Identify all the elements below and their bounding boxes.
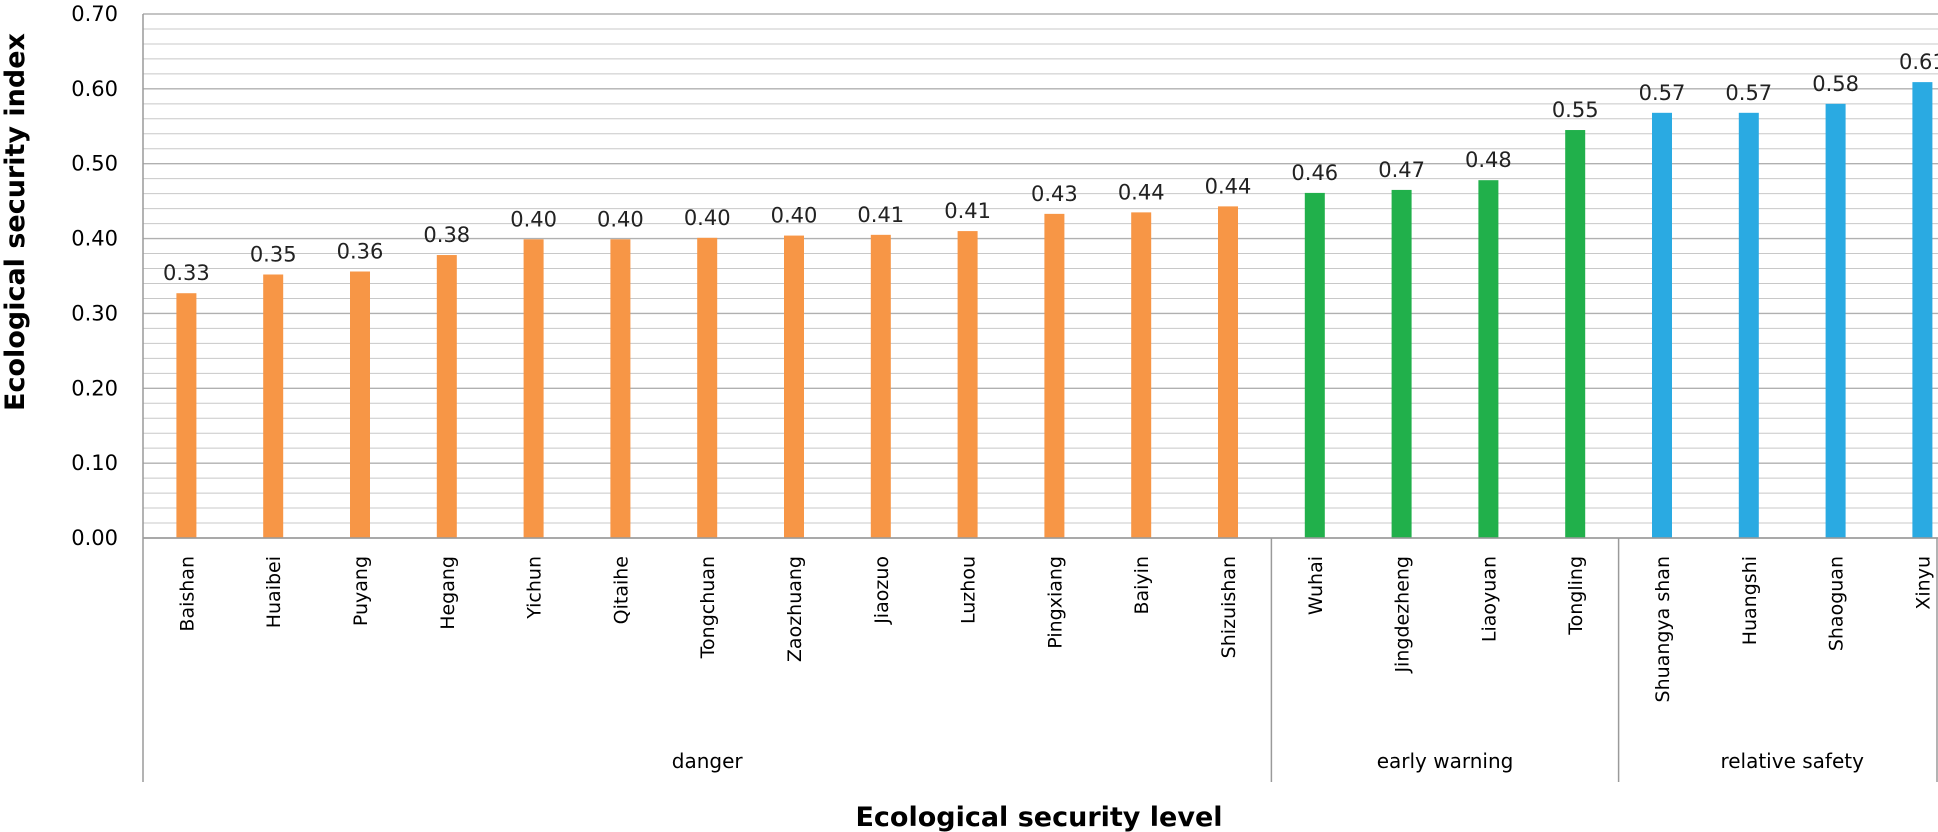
data-label: 0.40 — [597, 207, 644, 231]
category-label: Shizuishan — [1218, 556, 1240, 658]
y-tick-label: 0.00 — [71, 526, 118, 550]
category-label: Shaoguan — [1826, 556, 1848, 651]
category-label: Pingxiang — [1044, 556, 1066, 649]
y-axis: 0.00 0.10 0.20 0.30 0.40 0.50 0.60 0.70 — [71, 2, 144, 550]
category-label: Shuangya shan — [1652, 556, 1674, 702]
data-label: 0.43 — [1031, 182, 1078, 206]
bar-hegang — [436, 255, 457, 539]
category-label: Wuhai — [1305, 556, 1327, 615]
y-tick-label: 0.60 — [71, 77, 118, 101]
category-label: Huaibei — [263, 556, 285, 628]
data-label: 0.57 — [1725, 81, 1772, 105]
category-label: Hegang — [437, 556, 459, 630]
y-tick-label: 0.40 — [71, 227, 118, 251]
x-axis-title: Ecological security level — [855, 802, 1222, 832]
bar-jingdezheng — [1391, 189, 1412, 538]
bar-zaozhuang — [784, 235, 804, 538]
bar-shaoguan — [1825, 103, 1846, 538]
bar-tongling — [1565, 130, 1586, 538]
data-label: 0.33 — [163, 261, 210, 285]
bar-luzhou — [957, 231, 978, 539]
y-tick-label: 0.70 — [71, 2, 118, 26]
data-label: 0.47 — [1378, 158, 1425, 182]
category-label: Baiyin — [1131, 556, 1153, 615]
bar-tongchuan — [697, 237, 718, 538]
y-tick-label: 0.20 — [71, 376, 118, 400]
y-axis-title: Ecological security index — [0, 33, 31, 411]
category-label: Jingdezheng — [1392, 556, 1414, 674]
category-label: Tongling — [1565, 556, 1587, 636]
group-label: relative safety — [1720, 749, 1864, 773]
category-label: Puyang — [350, 556, 372, 626]
data-label: 0.46 — [1291, 161, 1338, 185]
y-tick-label: 0.10 — [71, 451, 118, 475]
bar-huangshi — [1738, 112, 1759, 538]
data-label: 0.44 — [1118, 180, 1165, 204]
category-label: Liaoyuan — [1478, 556, 1500, 642]
bar-yichun — [523, 239, 544, 538]
group-label: danger — [672, 749, 744, 773]
data-label: 0.36 — [337, 240, 384, 264]
bar-huaibei — [263, 274, 284, 538]
data-label: 0.44 — [1205, 174, 1252, 198]
y-tick-label: 0.30 — [71, 301, 118, 325]
data-label: 0.35 — [250, 243, 297, 267]
bar-puyang — [350, 271, 370, 538]
category-label: Zaozhuang — [784, 556, 806, 662]
data-label: 0.48 — [1465, 148, 1512, 172]
category-label: Jiaozuo — [871, 556, 893, 625]
bar-qitaihe — [610, 239, 631, 538]
category-label: Tongchuan — [697, 556, 719, 659]
data-label: 0.41 — [944, 199, 991, 223]
bar-baishan — [176, 293, 197, 538]
category-label: Baishan — [176, 556, 198, 632]
bar-xinyu — [1912, 82, 1933, 539]
data-label: 0.55 — [1552, 98, 1599, 122]
category-label: Luzhou — [958, 556, 980, 624]
category-label: Huangshi — [1739, 556, 1761, 645]
category-label: Yichun — [524, 556, 546, 620]
bars — [176, 82, 1933, 539]
category-label: Qitaihe — [610, 556, 632, 624]
category-label: Xinyu — [1912, 556, 1934, 610]
data-labels: 0.33 0.35 0.36 0.38 0.40 0.40 0.40 0.40 0.41 0.41… — [163, 50, 1938, 285]
data-label: 0.40 — [684, 206, 731, 230]
data-label: 0.40 — [510, 207, 557, 231]
bar-shuangya-shan — [1652, 112, 1672, 538]
data-label: 0.38 — [423, 223, 470, 247]
data-label: 0.58 — [1812, 72, 1859, 96]
data-label: 0.41 — [857, 203, 904, 227]
bar-jiaozuo — [870, 234, 891, 539]
bar-wuhai — [1304, 192, 1325, 538]
bar-pingxiang — [1044, 213, 1065, 538]
y-tick-label: 0.50 — [71, 152, 118, 176]
data-label: 0.40 — [771, 204, 818, 228]
data-label: 0.61 — [1899, 50, 1938, 74]
bar-baiyin — [1131, 212, 1152, 538]
bar-liaoyuan — [1478, 180, 1499, 538]
bar-shizuishan — [1218, 206, 1238, 538]
data-label: 0.57 — [1639, 81, 1686, 105]
x-axis: Baishan Huaibei Puyang Hegang Yichun Qitaihe T… — [142, 537, 1938, 782]
group-label: early warning — [1377, 749, 1514, 773]
